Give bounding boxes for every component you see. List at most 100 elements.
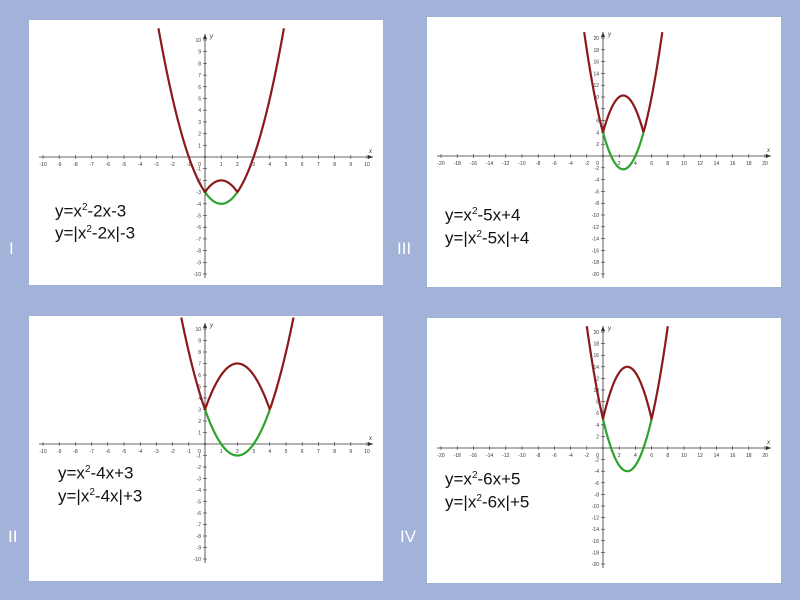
y-tick-label: -4 [595,178,600,184]
equation-exponent: 2 [84,464,91,475]
y-tick-label: -4 [197,202,202,208]
y-tick-label: 5 [198,97,201,103]
x-tick-label: 8 [666,453,669,459]
equation-exponent: 2 [476,493,482,504]
y-tick-label: -20 [592,562,599,568]
x-tick-label: -8 [73,162,78,168]
y-tick-label: 10 [593,95,599,101]
x-tick-label: -2 [170,162,175,168]
y-tick-label: -6 [595,189,600,195]
x-tick-label: 3 [252,449,255,455]
origin-label: 0 [198,449,201,455]
y-tick-label: 4 [198,396,201,402]
x-tick-label: 4 [634,161,637,167]
y-tick-label: -10 [194,272,201,278]
x-tick-label: 9 [349,162,352,168]
parabola-curve-lower [203,409,271,457]
x-tick-label: 1 [220,449,223,455]
y-tick-label: 6 [596,119,599,125]
y-tick-label: -8 [595,201,600,207]
x-tick-label: 18 [746,453,752,459]
y-tick-label: -20 [592,272,599,278]
x-tick-label: -10 [518,453,525,459]
y-tick-label: -12 [592,225,599,231]
x-tick-label: -20 [437,453,444,459]
x-axis-label: x [368,149,373,155]
y-tick-label: -6 [595,481,600,487]
x-tick-label: 7 [317,449,320,455]
y-axis-arrow [601,32,605,37]
x-tick-label: -5 [122,449,127,455]
x-tick-label: -14 [486,453,493,459]
graph-3-svg: yx-20 -18 -16 -14 -12 -10 -8 -6 -4 -2 2 4 6 8 10 12 14 16… [437,31,771,278]
equation-1-line-1: y=x2-2x-3 [55,197,126,222]
x-tick-label: 14 [714,161,720,167]
y-tick-label: -3 [197,477,202,483]
y-tick-label: -2 [197,465,202,471]
x-tick-label: -3 [154,162,159,168]
x-tick-label: -10 [39,449,46,455]
x-tick-label: 7 [317,162,320,168]
x-tick-label: 4 [634,453,637,459]
y-tick-label: -9 [197,546,202,552]
y-tick-label: -5 [197,500,202,506]
y-tick-label: 12 [593,83,599,89]
equation-text: -6x+5 [477,469,521,489]
y-tick-label: -8 [595,492,600,498]
x-tick-label: 9 [349,449,352,455]
equation-3-line-1: y=x2-5x+4 [445,201,521,226]
y-tick-label: -16 [592,248,599,254]
y-tick-label: -8 [197,249,202,255]
equation-text: -5x+4 [477,205,521,225]
y-tick-label: 16 [593,60,599,66]
x-tick-label: 10 [364,449,370,455]
x-tick-label: -4 [138,449,143,455]
x-tick-label: -8 [536,453,541,459]
y-tick-label: 3 [198,120,201,126]
x-tick-label: 6 [301,449,304,455]
x-tick-label: -6 [552,161,557,167]
graph-2-svg: yx-10 -9 -8 -7 -6 -5 -4 -3 -2 -1 1 2 3 4 5 6 7 8 9 10-10-9-… [39,317,373,563]
y-tick-label: 20 [593,330,599,336]
equation-text: -4x|+3 [94,486,143,506]
y-tick-label: -12 [592,516,599,522]
graph-4-svg: yx-20 -18 -16 -14 -12 -10 -8 -6 -4 -2 2 4 6 8 10 12 14 16… [437,326,771,568]
x-tick-label: -3 [154,449,159,455]
y-tick-label: 6 [596,411,599,417]
y-axis-arrow [601,326,605,331]
roman-numeral-3: III [397,239,412,258]
equation-exponent: 2 [471,470,478,481]
parabola-curve-lower [601,132,645,171]
y-tick-label: 2 [198,419,201,425]
x-tick-label: -12 [502,453,509,459]
y-tick-label: -10 [194,557,201,563]
equation-text: y=x [58,463,85,483]
y-axis-label: y [209,323,214,329]
y-tick-label: 8 [198,350,201,356]
equation-3-line-2: y=|x2-5x|+4 [445,224,529,249]
y-tick-label: 7 [198,73,201,79]
equation-text: y=|x [58,486,90,506]
x-tick-label: -7 [89,162,94,168]
y-tick-label: -14 [592,527,599,533]
y-tick-label: 20 [593,36,599,42]
origin-label: 0 [596,453,599,459]
absolute-value-curve [583,31,664,133]
y-tick-label: 1 [198,431,201,437]
y-tick-label: -9 [197,260,202,266]
y-tick-label: -2 [595,166,600,172]
absolute-value-curve [157,28,286,193]
y-tick-label: 18 [593,342,599,348]
y-tick-label: -10 [592,504,599,510]
x-tick-label: -1 [187,449,192,455]
x-tick-label: -4 [568,161,573,167]
x-tick-label: -6 [106,449,111,455]
y-tick-label: -10 [592,213,599,219]
roman-numeral-1: I [9,239,14,258]
y-tick-label: -3 [197,190,202,196]
y-tick-label: -5 [197,214,202,220]
roman-numeral-4: IV [400,527,417,546]
y-tick-label: 4 [596,130,599,136]
x-tick-label: -2 [170,449,175,455]
x-tick-label: 6 [650,453,653,459]
